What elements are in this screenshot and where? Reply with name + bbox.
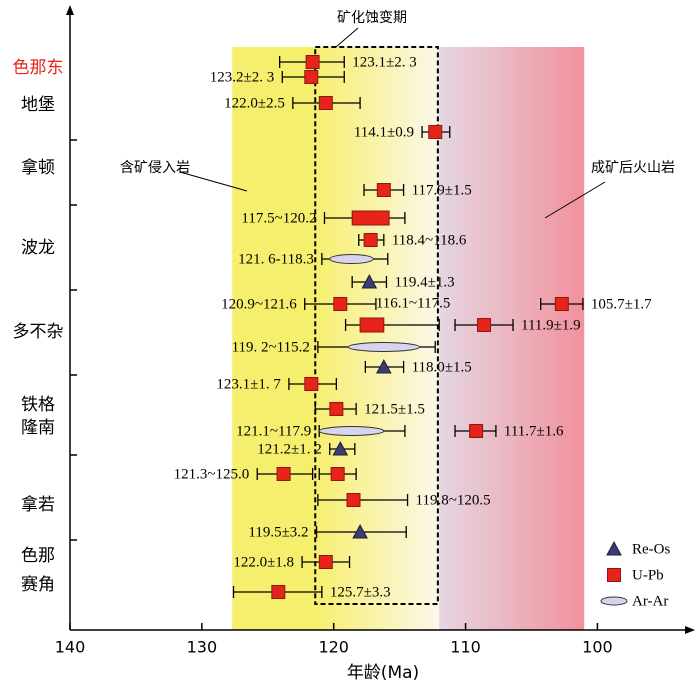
leader-line	[335, 27, 359, 48]
square-marker	[469, 424, 484, 438]
data-label: 117.5~120.2	[241, 210, 316, 226]
data-label: 120.9~121.6	[221, 296, 297, 312]
y-category-label: 赛角	[21, 574, 55, 595]
triangle-marker	[375, 358, 392, 374]
y-category-label: 拿顿	[21, 157, 55, 178]
data-label: 121.1~117.9	[236, 423, 311, 439]
annotation: 含矿侵入岩	[120, 159, 190, 176]
data-label: 123.1±2. 3	[352, 54, 416, 70]
y-category-label: 色那	[21, 546, 55, 566]
range-ellipse	[329, 254, 374, 264]
leader-line	[179, 171, 248, 192]
data-label: 111.9±1.9	[521, 317, 581, 333]
x-axis-title: 年龄(Ma)	[347, 663, 419, 683]
data-label: 105.7±1.7	[591, 296, 652, 312]
y-category-label: 色那东	[13, 58, 64, 78]
square-marker	[346, 493, 361, 507]
square-marker	[305, 55, 320, 69]
data-label: 117.9±1.5	[412, 182, 472, 198]
background-zones	[232, 47, 585, 630]
range-box	[351, 210, 390, 226]
x-tick-label: 110	[450, 638, 481, 657]
leader-line	[544, 181, 606, 219]
data-label: 123.2±2. 3	[210, 69, 274, 85]
square-marker	[363, 233, 378, 247]
zone	[439, 47, 585, 630]
data-label: 118.4~118.6	[392, 232, 467, 248]
legend-label: U-Pb	[632, 567, 664, 583]
triangle-marker	[606, 540, 622, 556]
range-ellipse	[347, 342, 420, 352]
triangle-marker	[332, 440, 349, 456]
x-axis-arrow	[685, 626, 695, 634]
range-box	[359, 317, 385, 333]
data-label: 118.0±1.5	[412, 359, 472, 375]
annotation: 矿化蚀变期	[337, 10, 407, 26]
y-category-label: 隆南	[21, 418, 55, 438]
y-category-label: 地堡	[21, 95, 55, 115]
square-marker	[318, 555, 333, 569]
annotation: 成矿后火山岩	[591, 160, 675, 176]
square-marker	[304, 377, 319, 391]
square-marker	[304, 70, 319, 84]
square-marker	[477, 318, 492, 332]
square-marker	[329, 402, 344, 416]
triangle-marker	[361, 273, 378, 289]
y-axis-arrow	[66, 5, 74, 15]
square-marker	[276, 467, 291, 481]
data-label: 123.1±1. 7	[216, 376, 281, 392]
square-marker	[376, 183, 391, 197]
data-label: 116.1~117.5	[376, 295, 451, 311]
square-marker	[330, 467, 345, 481]
y-category-label: 多不杂	[13, 322, 64, 342]
data-label: 122.0±2.5	[224, 95, 285, 111]
y-category-label: 铁格	[21, 395, 55, 415]
x-tick-label: 100	[582, 638, 613, 657]
data-label: 121.5±1.5	[364, 401, 425, 417]
y-category-label: 拿若	[21, 494, 55, 515]
zone	[232, 47, 440, 630]
legend-label: Re-Os	[632, 541, 670, 557]
data-label: 121. 6-118.3	[238, 251, 314, 267]
data-label: 125.7±3.3	[330, 584, 391, 600]
data-label: 119. 2~115.2	[232, 339, 310, 355]
triangle-marker	[352, 523, 368, 539]
legend-label: Ar-Ar	[632, 593, 668, 609]
square-marker	[607, 568, 621, 582]
legend: Re-Os U-Pb Ar-Ar	[600, 540, 670, 609]
ellipse-marker	[600, 596, 628, 606]
data-label: 119.4±1.3	[394, 274, 454, 290]
data-label: 111.7±1.6	[504, 423, 564, 439]
data-label: 119.5±3.2	[248, 524, 308, 540]
x-tick-label: 130	[187, 638, 218, 657]
data-label: 114.1±0.9	[354, 124, 414, 140]
square-marker	[318, 96, 333, 110]
square-marker	[271, 585, 286, 599]
range-ellipse	[318, 426, 385, 436]
square-marker	[554, 297, 569, 311]
data-label: 122.0±1.8	[233, 554, 294, 570]
x-tick-label: 120	[318, 638, 349, 657]
data-label: 119.8~120.5	[416, 492, 491, 508]
data-label: 121.3~125.0	[174, 466, 250, 482]
y-category-label: 波龙	[21, 238, 55, 258]
data-label: 121.2±1. 2	[257, 441, 321, 457]
x-tick-label: 140	[55, 638, 86, 657]
square-marker	[428, 125, 443, 139]
square-marker	[333, 297, 348, 311]
